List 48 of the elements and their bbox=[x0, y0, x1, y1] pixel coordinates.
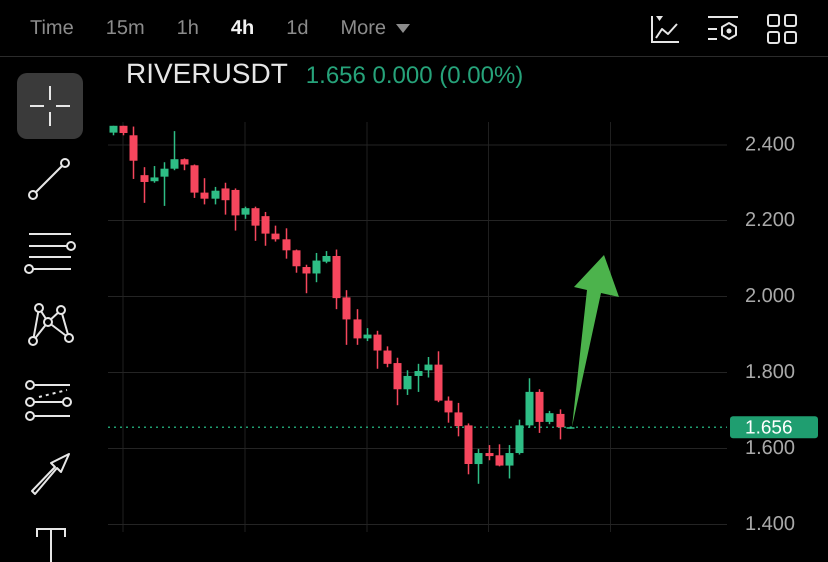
candlestick bbox=[262, 211, 270, 247]
candlestick bbox=[252, 206, 260, 242]
candlestick bbox=[200, 177, 208, 206]
candlestick bbox=[354, 308, 362, 346]
candlestick bbox=[384, 346, 392, 368]
text: 15m bbox=[106, 16, 145, 40]
candlestick bbox=[212, 186, 220, 206]
candlestick bbox=[474, 448, 482, 485]
text: More bbox=[340, 16, 386, 40]
y-tick-label: 1.400 bbox=[745, 512, 796, 535]
y-tick-label: 2.200 bbox=[745, 209, 796, 232]
candlestick bbox=[506, 444, 514, 480]
candlestick bbox=[546, 410, 554, 425]
candlestick bbox=[374, 330, 382, 370]
candlestick bbox=[150, 165, 158, 184]
text: Time bbox=[30, 16, 74, 40]
candlestick bbox=[322, 250, 330, 264]
candlestick bbox=[496, 444, 504, 468]
candlestick bbox=[292, 248, 300, 274]
ref-line-label: 1.656 bbox=[745, 417, 793, 438]
y-tick-label: 1.800 bbox=[745, 361, 796, 384]
candlestick bbox=[170, 130, 178, 171]
candlestick bbox=[424, 356, 432, 378]
text: 4h bbox=[230, 16, 254, 40]
candlestick bbox=[404, 370, 412, 396]
candlestick bbox=[312, 252, 320, 283]
candlestick bbox=[180, 158, 188, 171]
y-tick-label: 2.400 bbox=[745, 133, 796, 156]
candlestick bbox=[444, 396, 452, 424]
candlestick bbox=[160, 161, 168, 207]
candlestick bbox=[242, 206, 250, 220]
candlestick bbox=[140, 166, 148, 204]
candlestick bbox=[342, 289, 350, 346]
text: 1d bbox=[286, 16, 308, 40]
y-tick-label: 2.000 bbox=[745, 285, 796, 308]
chart-subtitle: 1.656 0.000 (0.00%) bbox=[306, 62, 524, 89]
candlestick bbox=[364, 327, 372, 342]
candlestick bbox=[486, 444, 494, 461]
candlestick bbox=[282, 228, 290, 260]
text: 1h bbox=[176, 16, 199, 40]
candlestick bbox=[556, 408, 564, 440]
chart-title: RIVERUSDT bbox=[126, 58, 288, 89]
candlestick bbox=[272, 224, 280, 242]
y-tick-label: 1.600 bbox=[745, 436, 796, 459]
candlestick bbox=[414, 363, 422, 393]
candlestick bbox=[222, 182, 230, 216]
candlestick bbox=[454, 402, 462, 438]
candlestick bbox=[302, 264, 310, 294]
